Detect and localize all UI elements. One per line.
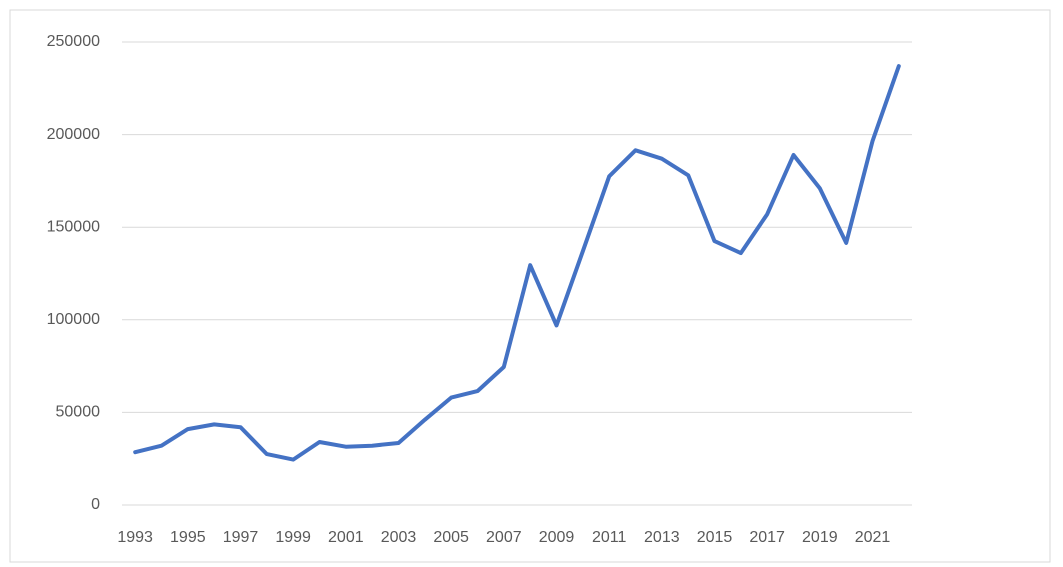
y-tick-label: 250000 [47,33,100,50]
x-tick-label: 2013 [644,529,680,546]
y-tick-label: 50000 [56,404,101,421]
y-tick-label: 100000 [47,311,100,328]
x-tick-label: 1999 [275,529,311,546]
chart-frame [10,10,1050,562]
x-tick-label: 2005 [433,529,469,546]
x-tick-label: 2021 [855,529,891,546]
y-tick-label: 150000 [47,218,100,235]
x-tick-label: 2017 [749,529,785,546]
x-tick-label: 2009 [539,529,575,546]
x-tick-label: 2011 [592,529,627,546]
x-tick-label: 2003 [381,529,417,546]
y-tick-label: 0 [91,496,100,513]
y-tick-label: 200000 [47,126,100,143]
chart: 0 50000 100000 150000 200000 250000 1993 1995 19… [0,0,1063,567]
x-tick-label: 1993 [117,529,153,546]
x-tick-label: 2001 [328,529,364,546]
x-tick-label: 1995 [170,529,206,546]
x-tick-label: 2019 [802,529,838,546]
x-tick-label: 1997 [223,529,259,546]
x-tick-label: 2015 [697,529,733,546]
x-tick-label: 2007 [486,529,522,546]
